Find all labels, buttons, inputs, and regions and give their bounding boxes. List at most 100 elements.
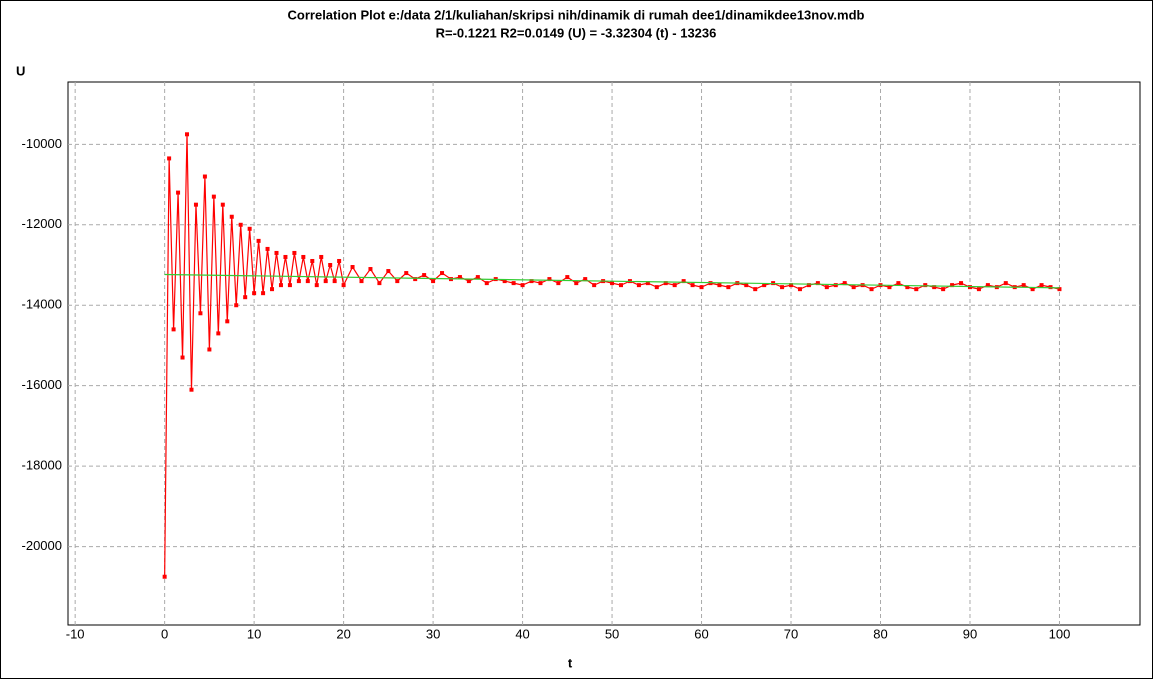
y-tick-label: -18000 (22, 458, 62, 473)
chart-title: Correlation Plot e:/data 2/1/kuliahan/sk… (288, 7, 865, 22)
x-tick-label: 70 (784, 626, 798, 641)
x-tick-label: 60 (694, 626, 708, 641)
data-point (167, 156, 172, 161)
data-point (422, 273, 427, 278)
data-point (243, 295, 248, 300)
data-point (824, 285, 829, 290)
data-point (914, 287, 919, 292)
data-point (941, 287, 946, 292)
data-point (923, 283, 928, 288)
data-point (287, 283, 292, 288)
data-point (905, 285, 910, 290)
data-point (162, 574, 167, 579)
data-point (753, 287, 758, 292)
data-point (296, 279, 301, 284)
data-point (310, 258, 315, 263)
x-tick-label: -10 (66, 626, 85, 641)
data-point (672, 283, 677, 288)
y-tick-label: -14000 (22, 297, 62, 312)
data-point (663, 281, 668, 286)
data-point (350, 265, 355, 270)
data-point (475, 275, 480, 280)
data-point (529, 279, 534, 284)
data-point (265, 246, 270, 251)
data-point (256, 238, 261, 243)
data-point (806, 283, 811, 288)
data-point (851, 285, 856, 290)
data-point (833, 283, 838, 288)
x-axis-label: t (568, 655, 573, 670)
x-tick-label: 80 (873, 626, 887, 641)
data-point (274, 250, 279, 255)
data-point (368, 267, 373, 272)
data-point (270, 287, 275, 292)
data-point (211, 194, 216, 199)
data-point (547, 277, 552, 282)
data-point (932, 285, 937, 290)
series-line (164, 273, 1060, 289)
data-point (328, 263, 333, 268)
data-point (1039, 283, 1044, 288)
data-point (283, 254, 288, 259)
data-point (887, 285, 892, 290)
x-tick-label: 0 (161, 626, 168, 641)
y-tick-label: -16000 (22, 377, 62, 392)
data-point (681, 279, 686, 284)
data-point (395, 279, 400, 284)
data-point (314, 283, 319, 288)
x-tick-label: 10 (247, 626, 261, 641)
data-point (216, 331, 221, 336)
y-tick-label: -10000 (22, 136, 62, 151)
data-point (511, 281, 516, 286)
data-point (619, 283, 624, 288)
data-point (869, 287, 874, 292)
data-point (556, 281, 561, 286)
data-point (323, 279, 328, 284)
data-point (896, 281, 901, 286)
data-point (636, 283, 641, 288)
data-point (967, 285, 972, 290)
data-point (261, 291, 266, 296)
x-tick-label: 50 (605, 626, 619, 641)
data-point (645, 281, 650, 286)
data-point (404, 271, 409, 276)
data-point (842, 281, 847, 286)
y-tick-label: -12000 (22, 216, 62, 231)
data-point (359, 279, 364, 284)
data-point (176, 190, 181, 195)
data-point (959, 281, 964, 286)
data-point (440, 271, 445, 276)
data-point (319, 254, 324, 259)
data-point (413, 277, 418, 282)
data-point (238, 222, 243, 227)
data-point (377, 281, 382, 286)
data-point (332, 279, 337, 284)
data-point (229, 214, 234, 219)
data-point (1021, 283, 1026, 288)
data-point (202, 174, 207, 179)
data-point (247, 226, 252, 231)
data-point (610, 281, 615, 286)
x-tick-label: 40 (515, 626, 529, 641)
data-point (583, 277, 588, 282)
data-point (654, 285, 659, 290)
data-point (950, 283, 955, 288)
y-axis-label: U (16, 63, 25, 78)
data-point (565, 275, 570, 280)
data-point (717, 283, 722, 288)
data-point (466, 279, 471, 284)
data-point (457, 275, 462, 280)
plot-area (67, 81, 1141, 626)
data-point (252, 291, 257, 296)
x-tick-label: 90 (963, 626, 977, 641)
data-point (305, 279, 310, 284)
data-point (976, 287, 981, 292)
data-point (431, 279, 436, 284)
data-point (789, 283, 794, 288)
data-point (1057, 287, 1062, 292)
data-point (189, 387, 194, 392)
data-point (574, 281, 579, 286)
chart-subtitle: R=-0.1221 R2=0.0149 (U) = -3.32304 (t) -… (436, 25, 717, 40)
data-point (744, 283, 749, 288)
